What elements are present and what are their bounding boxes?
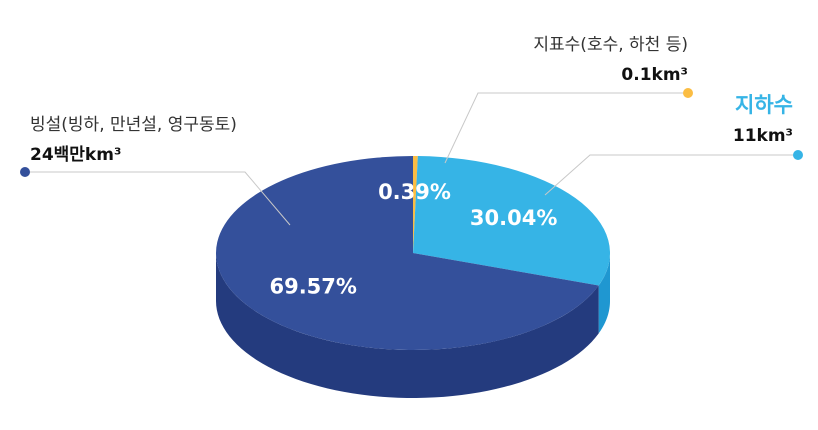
slice-side <box>216 253 599 398</box>
leader-line <box>444 92 688 164</box>
legend-dot <box>20 167 30 177</box>
pie-slice <box>413 156 610 286</box>
amount-label: 24백만km³ <box>30 145 121 165</box>
leader-line <box>544 154 798 196</box>
pie-slice <box>215 156 599 350</box>
pie-slice <box>413 156 418 253</box>
category-label: 지하수 <box>735 93 793 117</box>
category-label: 빙설(빙하, 만년설, 영구동토) <box>30 115 237 135</box>
value-label: 0.39% <box>378 180 451 204</box>
amount-label: 0.1km³ <box>621 65 688 85</box>
slice-side <box>598 253 610 334</box>
value-label: 30.04% <box>470 206 557 230</box>
amount-label: 11km³ <box>733 126 793 146</box>
value-label: 69.57% <box>269 275 356 299</box>
legend-dot <box>793 150 803 160</box>
legend-dot <box>683 88 693 98</box>
leader-line <box>25 171 291 226</box>
category-label: 지표수(호수, 하천 등) <box>533 35 688 55</box>
